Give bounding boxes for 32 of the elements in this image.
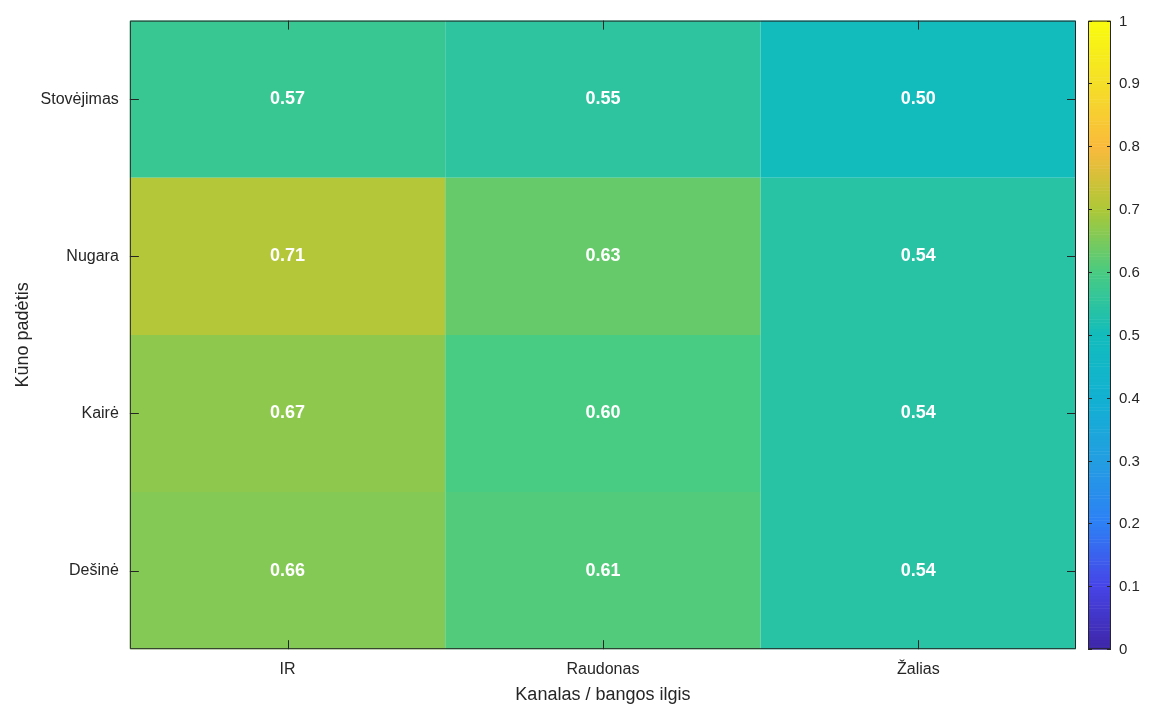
data-label: 0.54 [900, 402, 936, 423]
y-tick-label: Nugara [66, 246, 119, 264]
color-bar-label: 0.2 [1119, 513, 1140, 531]
data-label: 0.60 [585, 402, 621, 423]
y-tick-label: Kairė [81, 403, 119, 421]
data-label: 0.50 [900, 88, 936, 109]
data-label: 0.63 [585, 245, 621, 266]
data-label: 0.66 [270, 559, 306, 580]
color-bar-label: 0.4 [1119, 388, 1140, 406]
data-label: 0.67 [270, 402, 306, 423]
color-bar-label: 0.9 [1119, 73, 1140, 91]
data-label: 0.61 [585, 559, 621, 580]
x-tick-label: Žalias [896, 659, 940, 678]
data-label: 0.54 [900, 245, 936, 266]
color-bar-label: 0.7 [1119, 199, 1140, 217]
x-axis-title: Kanalas / bangos ilgis [515, 684, 691, 705]
y-tick-label: Dešinė [69, 561, 119, 579]
color-bar-label: 0.3 [1119, 451, 1140, 469]
color-bar-label: 0.5 [1119, 325, 1140, 343]
color-bar-label: 0.6 [1119, 262, 1140, 280]
color-bar-label: 0.8 [1119, 136, 1140, 154]
data-label: 0.57 [270, 88, 306, 109]
color-bar-label: 0.1 [1119, 576, 1140, 594]
data-label: 0.54 [900, 559, 936, 580]
y-axis-title: Kūno padėtis [11, 282, 32, 388]
data-label: 0.55 [585, 88, 621, 109]
data-label: 0.71 [270, 245, 306, 266]
color-bar-label: 0 [1119, 639, 1128, 657]
x-tick-label: Raudonas [566, 660, 640, 678]
x-tick-label: IR [279, 660, 296, 678]
color-bar-label: 1 [1119, 11, 1128, 29]
y-tick-label: Stovėjimas [40, 89, 119, 107]
